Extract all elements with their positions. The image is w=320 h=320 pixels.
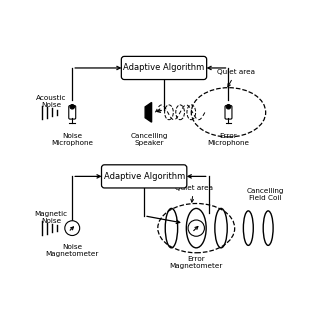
Text: Cancelling
Field Coil: Cancelling Field Coil xyxy=(247,188,284,201)
Circle shape xyxy=(70,105,75,109)
Text: Error
Magnetometer: Error Magnetometer xyxy=(170,256,223,269)
FancyBboxPatch shape xyxy=(69,106,76,119)
Text: Noise
Magnetometer: Noise Magnetometer xyxy=(45,244,99,257)
Text: Acoustic
Noise: Acoustic Noise xyxy=(36,95,67,108)
FancyBboxPatch shape xyxy=(225,106,232,119)
Text: Magnetic
Noise: Magnetic Noise xyxy=(35,211,68,224)
Text: Cancelling
Speaker: Cancelling Speaker xyxy=(130,133,168,146)
FancyBboxPatch shape xyxy=(101,165,187,188)
Circle shape xyxy=(65,221,80,236)
Text: Adaptive Algorithm: Adaptive Algorithm xyxy=(124,63,204,72)
Text: Quiet area: Quiet area xyxy=(175,185,213,202)
Circle shape xyxy=(188,220,204,236)
FancyBboxPatch shape xyxy=(121,56,207,80)
Text: Error
Microphone: Error Microphone xyxy=(207,133,250,146)
Text: Noise
Microphone: Noise Microphone xyxy=(51,133,93,146)
Text: Adaptive Algorithm: Adaptive Algorithm xyxy=(104,172,185,181)
Polygon shape xyxy=(145,102,152,122)
Text: Quiet area: Quiet area xyxy=(217,69,255,87)
Circle shape xyxy=(226,105,231,109)
